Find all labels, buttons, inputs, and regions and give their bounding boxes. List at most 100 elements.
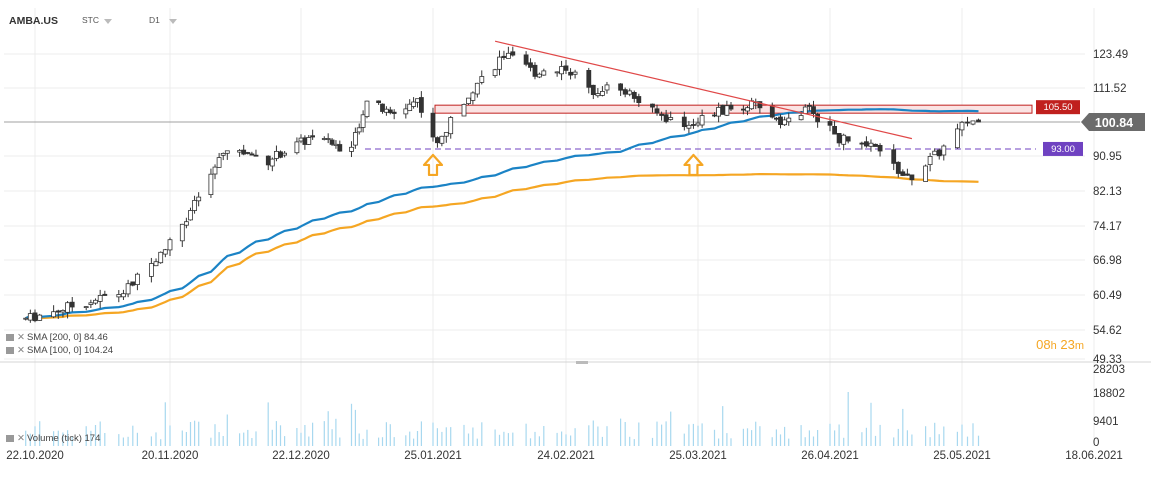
candle-body: [360, 114, 366, 128]
candle-body: [179, 223, 185, 242]
candle-body: [769, 105, 775, 118]
candle-body: [941, 145, 947, 156]
volume-bar: [432, 422, 434, 446]
volume-bar: [529, 438, 532, 446]
last-price-label: 100.84: [1095, 116, 1133, 130]
y-tick-label: 49.33: [1093, 354, 1122, 366]
candle: [618, 83, 623, 96]
candle-body: [841, 134, 847, 145]
volume-bar: [308, 436, 310, 446]
volume-bar: [911, 434, 913, 446]
candle: [636, 93, 642, 107]
candle: [415, 98, 420, 108]
candle: [434, 136, 440, 148]
volume-bar: [366, 429, 368, 446]
close-icon[interactable]: ✕: [17, 345, 25, 356]
candle-body: [681, 116, 687, 127]
candle-body: [798, 115, 804, 121]
candle: [23, 317, 29, 321]
candle: [183, 217, 189, 229]
volume-bar: [339, 437, 341, 446]
candle: [749, 97, 754, 110]
candle: [60, 309, 66, 318]
volume-bar: [556, 432, 558, 446]
candle-body: [782, 119, 787, 126]
volume-bars: [25, 392, 980, 446]
candle: [492, 68, 498, 78]
settings-icon[interactable]: [6, 333, 14, 341]
candle: [859, 141, 865, 150]
candle: [116, 290, 122, 303]
volume-label: Volume (tick): [26, 433, 82, 444]
symbol-title[interactable]: AMBA.US: [9, 15, 58, 27]
volume-bar: [327, 411, 329, 446]
volume-bar: [463, 424, 465, 446]
sma100-legend[interactable]: ✕ SMA [100, 0] 104.24: [6, 345, 113, 357]
candle-body: [757, 101, 763, 109]
volume-y-tick-label: 28203: [1093, 364, 1125, 376]
candle: [976, 118, 981, 123]
candle-body: [466, 97, 471, 104]
candle-body: [273, 150, 279, 159]
sma200-legend[interactable]: ✕ SMA [200, 0] 84.46: [6, 332, 108, 344]
candle: [590, 84, 596, 100]
trendline[interactable]: [494, 40, 913, 140]
interval-dropdown-icon[interactable]: [169, 19, 177, 24]
candle-body: [352, 132, 358, 146]
sma100-line[interactable]: [25, 108, 979, 320]
volume-bar: [122, 437, 124, 446]
close-icon[interactable]: ✕: [17, 433, 25, 444]
candle: [65, 301, 70, 319]
volume-bar: [494, 429, 496, 446]
settings-icon[interactable]: [6, 346, 14, 354]
volume-bar: [416, 431, 419, 446]
candle: [895, 161, 901, 178]
x-tick-label: 26.04.2021: [801, 450, 859, 462]
x-tick-label: 25.03.2021: [669, 450, 727, 462]
volume-bar: [436, 428, 438, 446]
close-icon[interactable]: ✕: [17, 332, 25, 343]
volume-bar: [155, 432, 157, 446]
candle: [88, 299, 94, 308]
sma200-line[interactable]: [25, 172, 979, 320]
candle: [668, 111, 674, 121]
candle: [782, 116, 787, 126]
candle-body: [815, 113, 820, 123]
volume-bar: [29, 433, 31, 446]
timer-h: h: [1050, 340, 1057, 352]
candle: [265, 155, 271, 171]
volume-bar: [67, 430, 69, 446]
volume-bar: [817, 430, 819, 446]
x-tick-label: 25.05.2021: [933, 450, 991, 462]
volume-bar: [226, 414, 228, 446]
volume-bar: [726, 433, 728, 446]
candle: [845, 136, 851, 144]
volume-bar: [385, 422, 387, 446]
pane-resize-handle[interactable]: [576, 361, 588, 364]
candle: [497, 50, 502, 76]
candle: [188, 207, 193, 221]
interval-label[interactable]: D1: [149, 15, 160, 25]
candle: [811, 100, 816, 118]
candle-body: [523, 54, 529, 65]
volume-bar: [358, 433, 360, 446]
volume-bar: [127, 436, 129, 446]
candle: [278, 150, 283, 159]
type-dropdown-icon[interactable]: [104, 19, 112, 24]
settings-icon[interactable]: [6, 434, 14, 442]
volume-legend[interactable]: ✕ Volume (tick) 174: [6, 433, 100, 445]
volume-bar: [961, 424, 963, 446]
candle-body: [554, 71, 560, 74]
candle-body: [691, 124, 696, 126]
volume-bar: [164, 402, 166, 446]
candle: [439, 135, 445, 147]
resistance-zone[interactable]: [434, 104, 1033, 114]
volume-bar: [25, 430, 27, 446]
volume-bar: [722, 406, 724, 446]
candle-body: [27, 313, 33, 321]
volume-bar: [512, 432, 514, 446]
x-tick-label: 24.02.2021: [537, 450, 595, 462]
x-tick-label: 20.11.2020: [142, 450, 199, 462]
